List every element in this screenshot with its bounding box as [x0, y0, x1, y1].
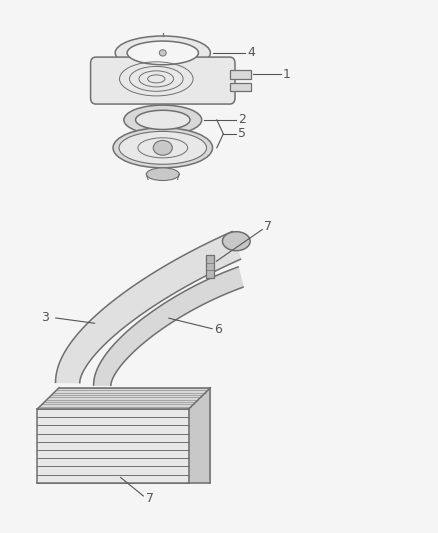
Text: 5: 5	[238, 127, 247, 140]
Text: 2: 2	[238, 114, 246, 126]
FancyBboxPatch shape	[91, 57, 235, 104]
Text: 6: 6	[214, 323, 222, 336]
Text: 7: 7	[146, 492, 154, 505]
Text: 7: 7	[265, 221, 272, 233]
Bar	[230, 70, 251, 79]
Ellipse shape	[135, 110, 190, 130]
Ellipse shape	[223, 232, 250, 251]
Polygon shape	[94, 267, 243, 385]
Ellipse shape	[113, 128, 212, 168]
Ellipse shape	[115, 36, 210, 70]
Polygon shape	[37, 388, 210, 409]
Ellipse shape	[119, 132, 207, 164]
Bar	[206, 255, 214, 278]
Polygon shape	[189, 388, 210, 483]
Ellipse shape	[146, 168, 179, 181]
Polygon shape	[37, 409, 189, 483]
Ellipse shape	[124, 105, 202, 135]
Ellipse shape	[127, 41, 198, 64]
Text: 3: 3	[41, 311, 49, 325]
Ellipse shape	[153, 140, 172, 155]
Bar	[230, 83, 251, 91]
Ellipse shape	[159, 50, 166, 56]
Text: 4: 4	[247, 46, 255, 59]
Text: 1: 1	[283, 68, 291, 81]
Polygon shape	[56, 231, 240, 383]
